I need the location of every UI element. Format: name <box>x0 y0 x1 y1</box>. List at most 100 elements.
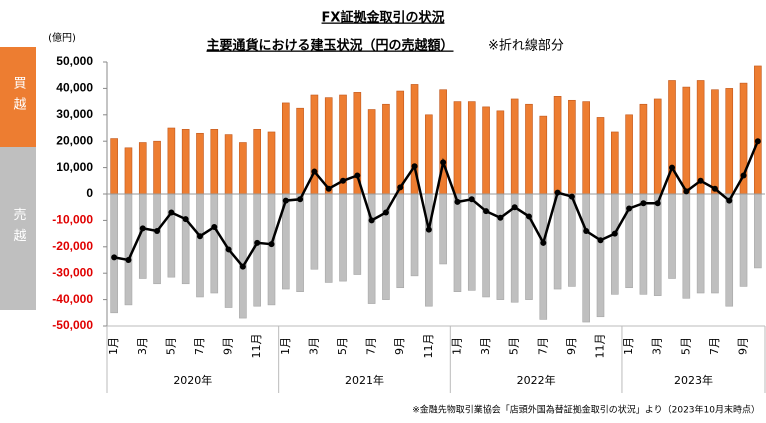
y-tick-label: -10,000 <box>52 213 93 227</box>
bar <box>153 140 161 195</box>
side-label: 売越 <box>11 207 27 250</box>
x-tick-label: 1月 <box>107 337 120 355</box>
bar <box>725 88 734 195</box>
bar <box>653 98 662 195</box>
bar <box>196 132 204 195</box>
net-marker <box>654 200 661 207</box>
bar <box>510 98 519 195</box>
side-label: 買越 <box>11 76 27 118</box>
net-marker <box>740 172 747 179</box>
net-marker <box>354 172 361 179</box>
bar <box>124 193 133 306</box>
y-tick-label: 30,000 <box>56 107 93 121</box>
bar <box>253 193 261 307</box>
bar <box>324 193 333 283</box>
bar <box>210 193 219 294</box>
chart-title: FX証拠金取引の状況 <box>322 10 445 26</box>
bar <box>110 138 118 195</box>
x-tick-label: 11月 <box>594 334 607 359</box>
x-tick-label: 9月 <box>393 337 406 355</box>
net-marker <box>268 241 275 248</box>
x-tick-label: 3月 <box>479 337 492 355</box>
bar <box>611 193 619 295</box>
bar <box>439 193 447 265</box>
net-marker <box>182 216 189 223</box>
subtitle-note: ※折れ線部分 <box>488 38 564 54</box>
year-label: 2022年 <box>517 373 556 387</box>
x-tick-label: 3月 <box>651 337 664 355</box>
net-marker <box>325 185 332 192</box>
x-tick-label: 11月 <box>422 334 435 359</box>
net-marker <box>368 217 375 224</box>
bar <box>682 86 691 195</box>
net-marker <box>125 257 132 263</box>
year-label: 2023年 <box>674 373 713 387</box>
net-marker <box>297 196 304 203</box>
y-tick-label: -50,000 <box>52 318 93 332</box>
net-marker <box>554 189 561 196</box>
bar <box>754 193 762 269</box>
x-tick-label: 7月 <box>536 337 549 355</box>
bar <box>539 193 548 320</box>
x-tick-label: 11月 <box>250 334 263 359</box>
net-marker <box>282 197 289 204</box>
bar <box>754 65 762 195</box>
bar <box>425 114 433 195</box>
bar <box>267 131 276 195</box>
bar <box>653 193 662 296</box>
net-line <box>113 140 759 269</box>
net-marker <box>254 239 261 246</box>
net-marker <box>626 205 633 212</box>
bar <box>153 193 161 285</box>
bar <box>138 142 147 195</box>
source-note: ※金融先物取引業協会「店頭外国為替証拠金取引の状況」より（2023年10月末時点… <box>412 404 760 416</box>
x-tick-label: 5月 <box>508 337 521 355</box>
net-marker <box>311 168 318 175</box>
bar <box>625 114 633 195</box>
net-marker <box>611 230 618 237</box>
bar <box>239 142 247 195</box>
bar <box>382 103 390 195</box>
unit-label: (億円) <box>48 31 76 44</box>
year-label: 2021年 <box>345 373 384 387</box>
y-tick-label: 40,000 <box>56 81 93 95</box>
side-box <box>0 147 36 310</box>
bar <box>396 90 405 195</box>
bar <box>453 193 462 292</box>
x-tick-label: 1月 <box>450 337 463 355</box>
bar <box>296 193 304 292</box>
net-marker <box>525 213 532 220</box>
x-tick-label: 9月 <box>565 337 578 355</box>
chart-subtitle: 主要通貨における建玉状況（円の売越額） <box>206 38 453 54</box>
net-marker <box>454 198 461 205</box>
bar <box>324 97 333 195</box>
net-marker <box>540 239 547 246</box>
x-tick-label: 7月 <box>365 337 378 355</box>
bar <box>725 193 734 307</box>
bar <box>639 193 648 295</box>
net-marker <box>511 204 518 211</box>
bar <box>596 193 605 318</box>
net-marker <box>111 254 118 261</box>
net-marker <box>754 138 761 145</box>
net-marker <box>497 214 504 221</box>
bar <box>467 193 476 291</box>
bar <box>181 129 190 195</box>
bar <box>639 103 648 195</box>
bar <box>682 193 691 299</box>
bar <box>425 193 433 307</box>
bar <box>596 117 605 195</box>
x-tick-label: 5月 <box>679 337 692 355</box>
bar <box>482 106 490 195</box>
bar <box>582 193 590 323</box>
side-box <box>0 47 36 147</box>
net-marker <box>669 164 676 171</box>
bar <box>696 193 705 294</box>
net-marker <box>697 177 704 184</box>
bar <box>310 193 319 270</box>
x-tick-label: 3月 <box>136 337 149 355</box>
net-marker <box>139 225 146 232</box>
bar <box>196 193 204 298</box>
bar <box>310 94 319 195</box>
net-marker <box>483 208 490 215</box>
